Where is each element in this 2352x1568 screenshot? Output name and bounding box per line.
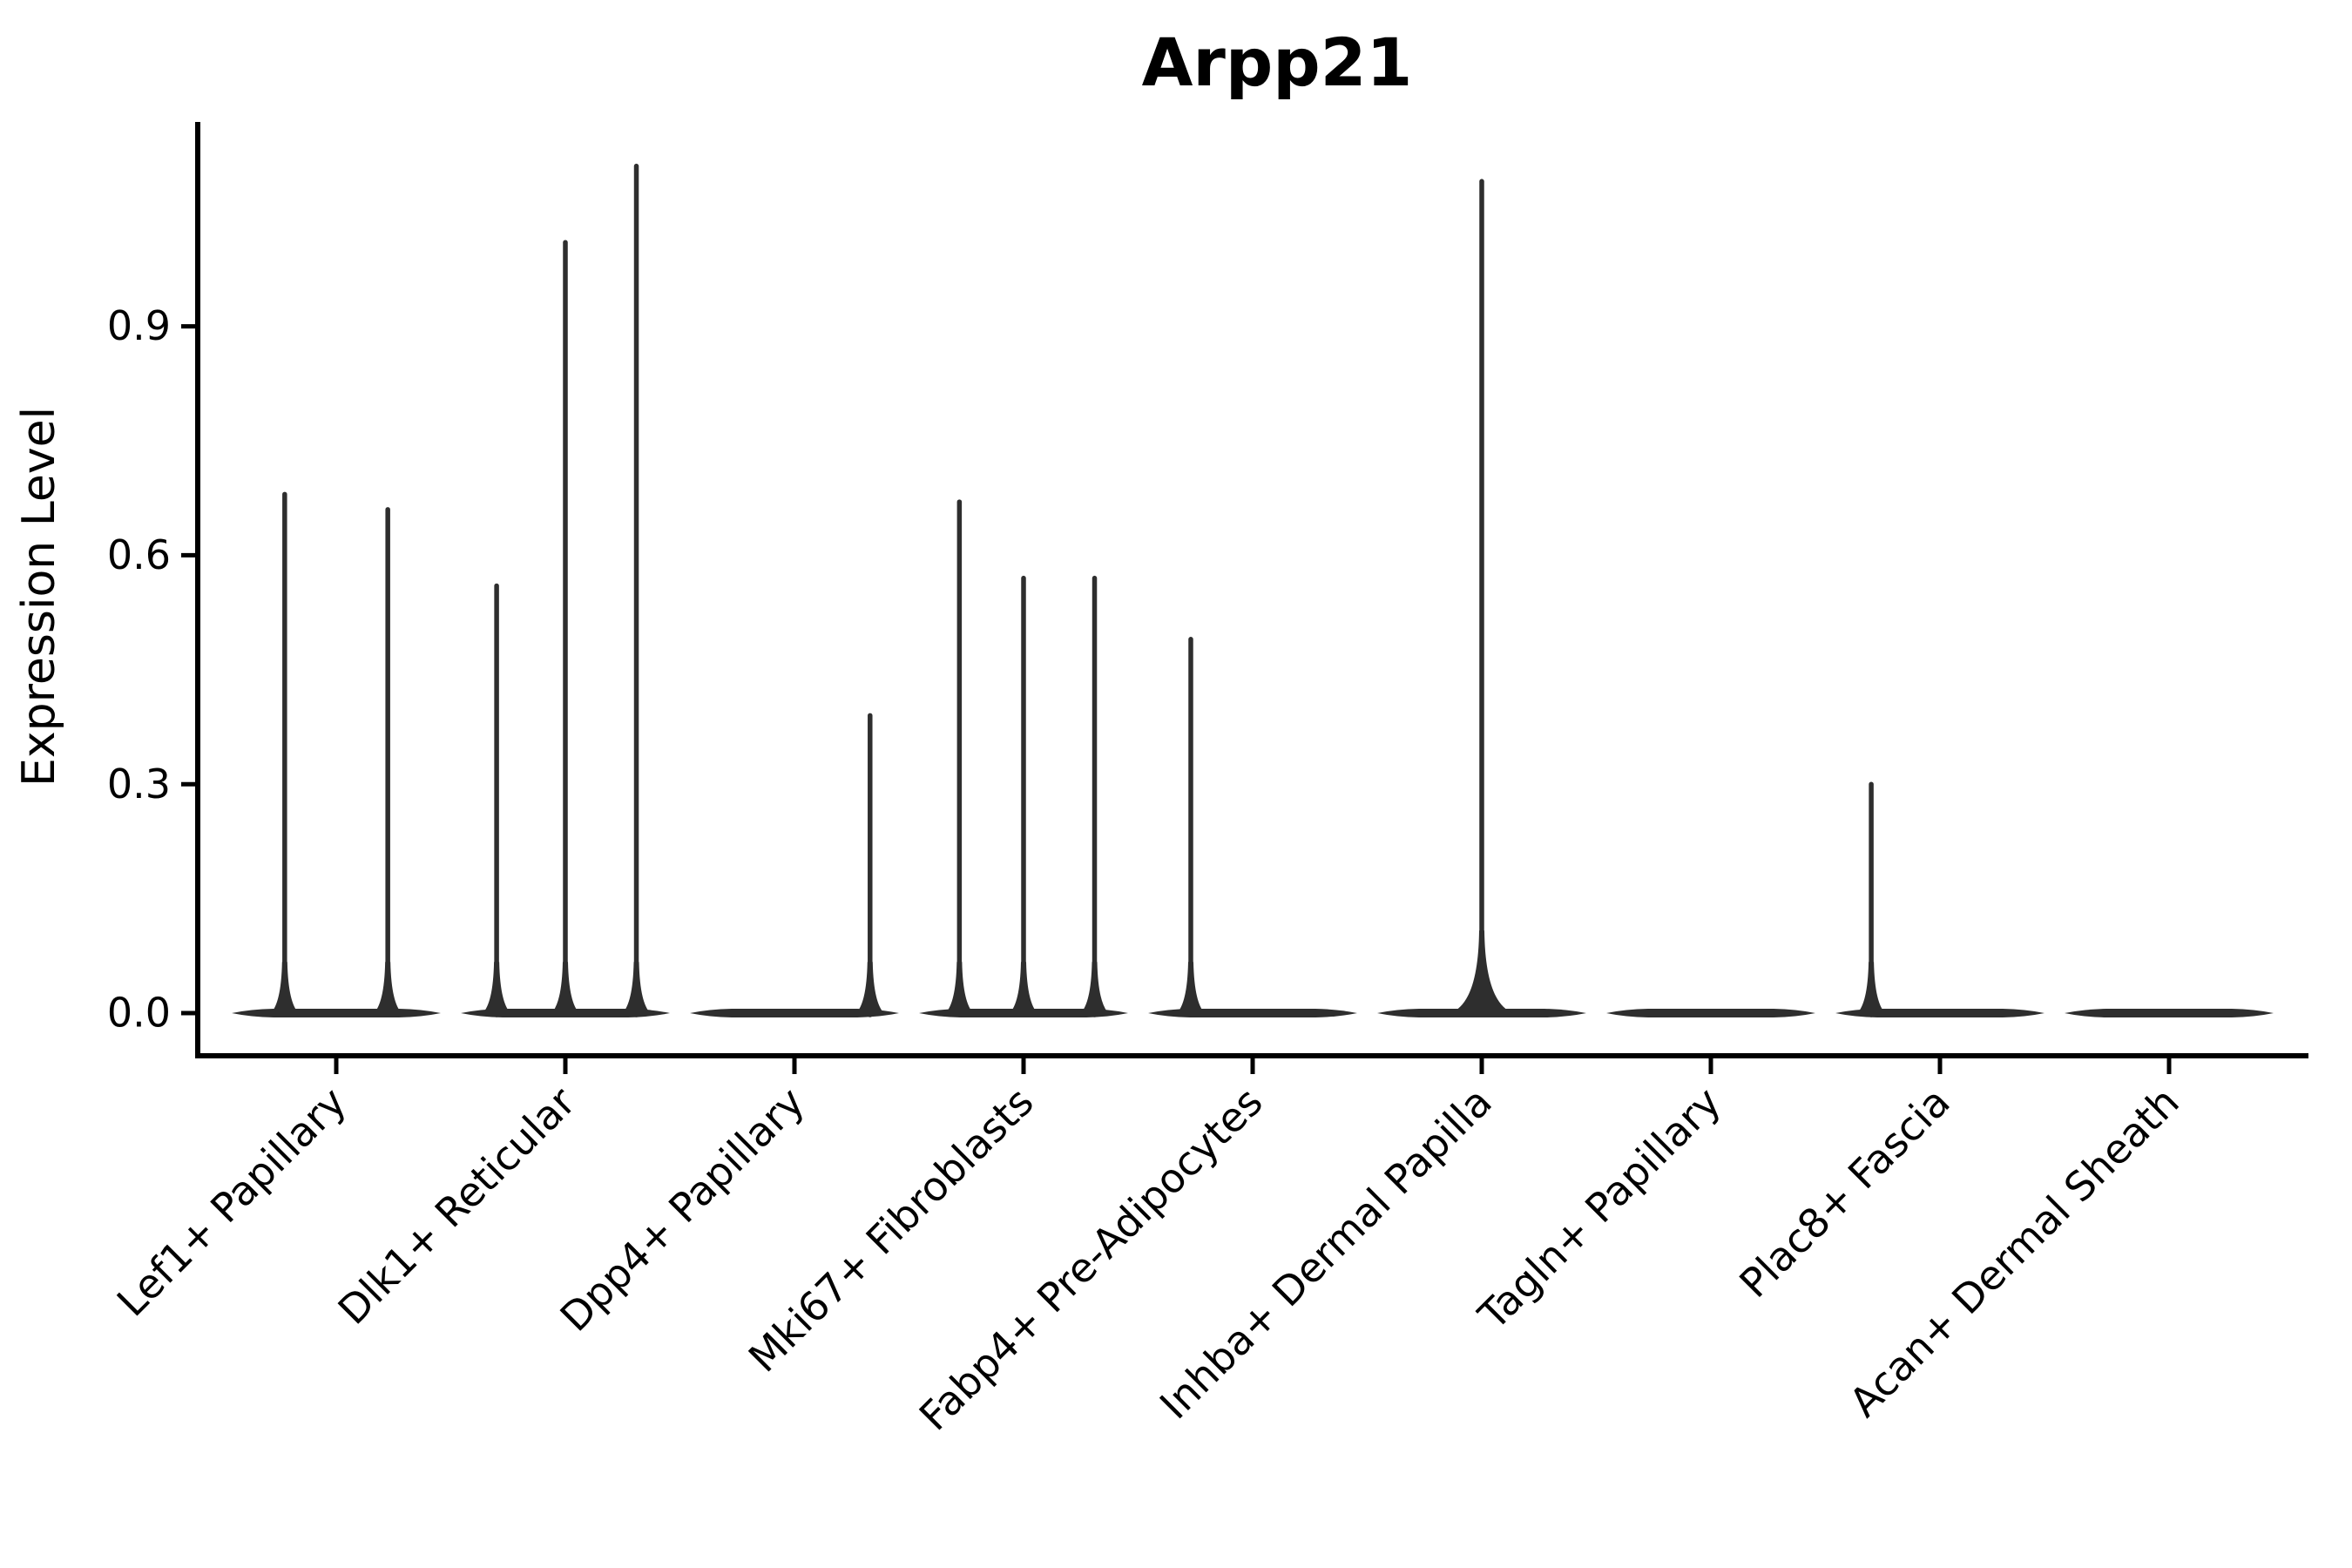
violin-base — [2065, 1009, 2274, 1017]
y-tick-label: 0.0 — [107, 990, 171, 1037]
x-tick-label: Dpp4+ Papillary — [551, 1078, 814, 1341]
chart-title: Arpp21 — [1142, 24, 1413, 101]
violin-base — [1835, 1009, 2044, 1017]
y-tick-label: 0.3 — [107, 760, 171, 808]
x-tick-label: Tagln+ Papillary — [1469, 1078, 1730, 1340]
axes-layer — [195, 122, 2308, 1058]
violin-base — [232, 1009, 441, 1017]
violin-base — [1606, 1009, 1815, 1017]
y-axis-label: Expression Level — [13, 407, 65, 787]
violin-base — [690, 1009, 899, 1017]
violins-layer — [232, 163, 2274, 1017]
y-tick-label: 0.6 — [107, 531, 171, 578]
x-tick-label: Lef1+ Papillary — [108, 1078, 355, 1326]
y-ticks-layer: 0.0 0.3 0.6 0.9 — [107, 302, 198, 1037]
y-tick-label: 0.9 — [107, 302, 171, 349]
x-tick-label: Plac8+ Fascia — [1730, 1078, 1958, 1307]
x-tick-label: Dlk1+ Reticular — [329, 1078, 585, 1334]
